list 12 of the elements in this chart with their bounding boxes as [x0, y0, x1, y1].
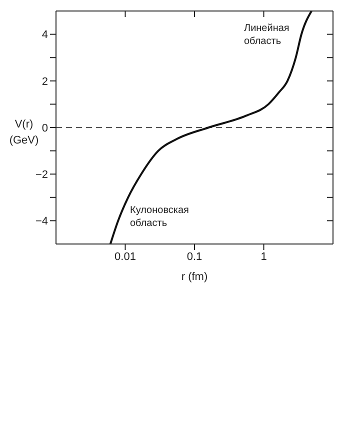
y-tick-label: 0 [42, 122, 48, 134]
y-tick-label: −2 [35, 169, 48, 182]
x-tick-label: 0.01 [114, 250, 136, 263]
y-axis-title: V(r) (GeV) [9, 118, 39, 146]
x-tick-label: 1 [260, 250, 267, 263]
x-axis-title: r (fm) [181, 271, 208, 283]
annotation: Кулоновская область [130, 204, 189, 230]
y-tick-label: 4 [42, 29, 48, 42]
y-tick-label: 2 [42, 76, 48, 88]
annotation: Линейная область [244, 22, 290, 48]
x-tick-label: 0.1 [186, 250, 202, 263]
y-tick-label: −4 [35, 216, 48, 228]
